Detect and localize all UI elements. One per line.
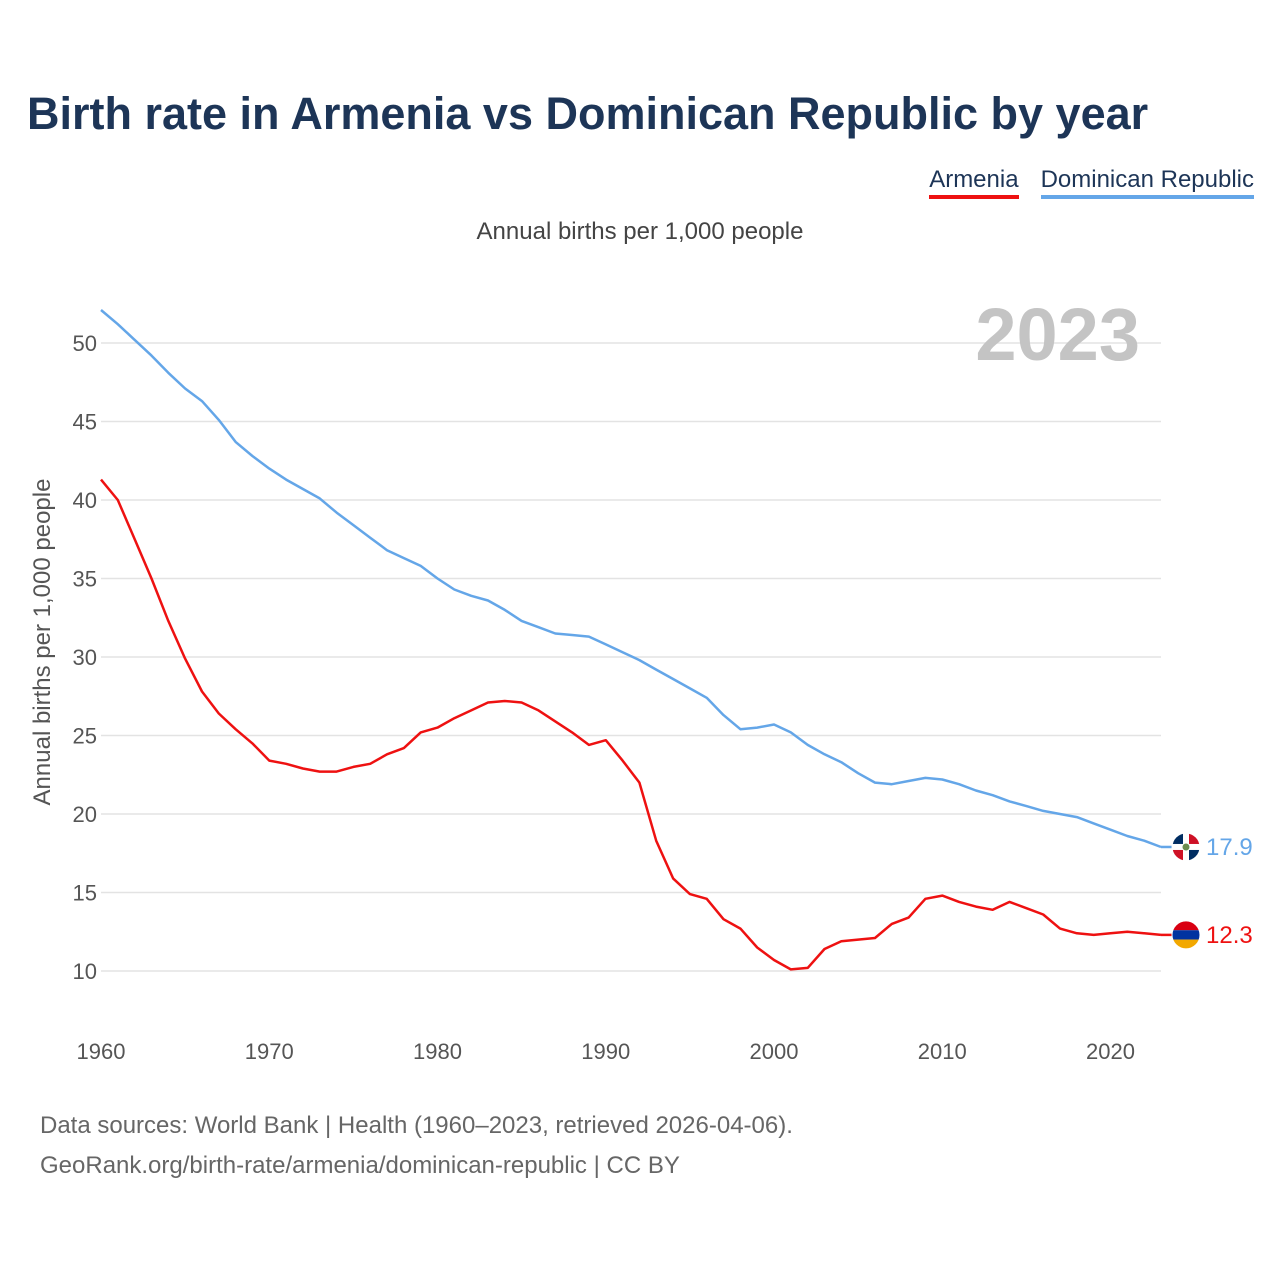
series-line-armenia[interactable] [100, 478, 1162, 971]
armenia-flag-icon [1171, 920, 1201, 950]
source-link[interactable]: GeoRank.org/birth-rate/armenia/dominican… [40, 1152, 680, 1179]
endpoint-value-label: 12.3 [1206, 922, 1253, 949]
endpoint-value-label: 17.9 [1206, 834, 1253, 861]
y-tick-label: 45 [73, 410, 97, 435]
x-tick-label: 1970 [245, 1039, 294, 1064]
y-tick-label: 10 [73, 959, 97, 984]
y-tick-label: 30 [73, 645, 97, 670]
y-tick-label: 40 [73, 488, 97, 513]
legend: Armenia Dominican Republic [929, 166, 1254, 199]
x-tick-label: 2020 [1086, 1039, 1135, 1064]
x-tick-label: 1960 [77, 1039, 126, 1064]
legend-item-armenia[interactable]: Armenia [929, 166, 1019, 199]
chart-title: Birth rate in Armenia vs Dominican Repub… [27, 88, 1149, 139]
y-tick-label: 35 [73, 567, 97, 592]
x-tick-label: 2010 [918, 1039, 967, 1064]
x-tick-label: 1980 [413, 1039, 462, 1064]
source-line: Data sources: World Bank | Health (1960–… [40, 1112, 793, 1139]
data-source: Data sources: World Bank | Health (1960–… [40, 1106, 793, 1186]
y-tick-label: 50 [73, 331, 97, 356]
y-axis-label: Annual births per 1,000 people [29, 479, 56, 806]
x-tick-label: 1990 [581, 1039, 630, 1064]
y-tick-label: 25 [73, 724, 97, 749]
dominican-republic-flag-icon [1171, 832, 1201, 862]
x-tick-label: 2000 [750, 1039, 799, 1064]
chart-subtitle: Annual births per 1,000 people [476, 218, 804, 245]
y-tick-label: 15 [73, 881, 97, 906]
year-label: 2023 [975, 293, 1140, 376]
series-line-dominican-republic[interactable] [100, 309, 1162, 849]
legend-item-dominican-republic[interactable]: Dominican Republic [1040, 166, 1254, 199]
y-tick-label: 20 [73, 802, 97, 827]
